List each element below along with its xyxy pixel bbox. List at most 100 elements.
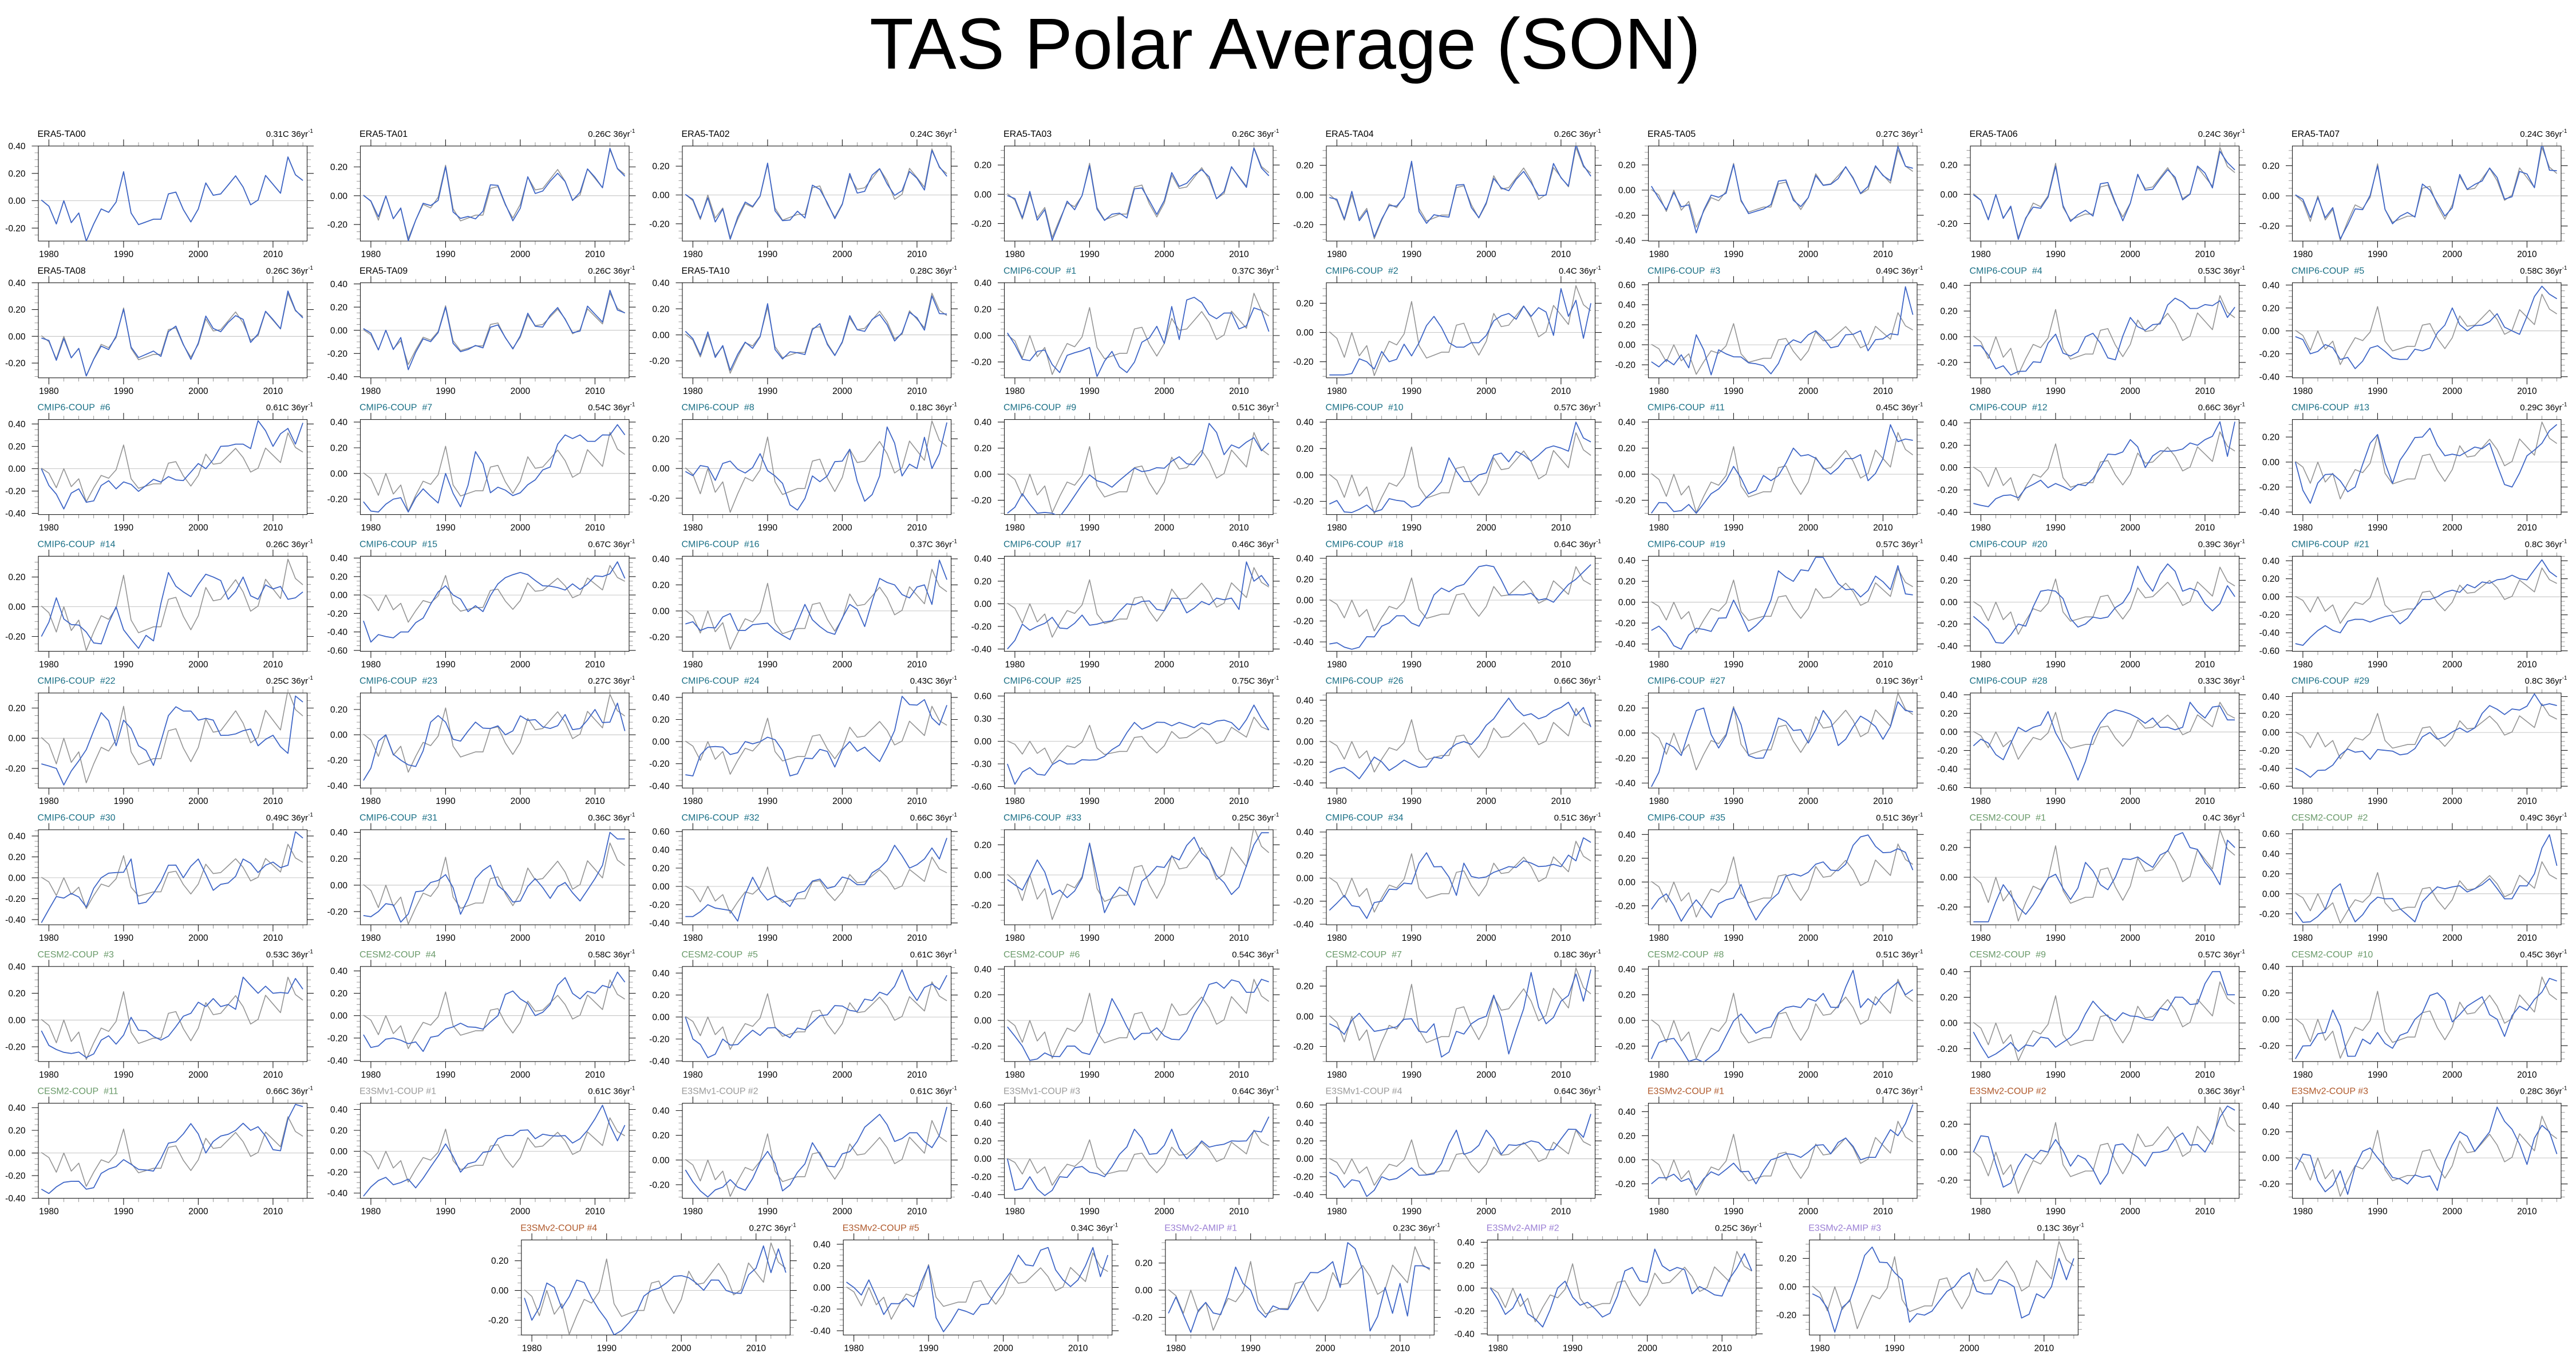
svg-text:2000: 2000 xyxy=(2443,387,2463,396)
svg-text:0.20: 0.20 xyxy=(8,169,26,179)
svg-text:-0.20: -0.20 xyxy=(649,1180,670,1190)
svg-text:2010: 2010 xyxy=(2517,1207,2537,1217)
svg-text:-0.20: -0.20 xyxy=(649,1035,670,1044)
svg-text:-0.20: -0.20 xyxy=(1937,1176,1958,1185)
svg-text:0.40: 0.40 xyxy=(2262,1102,2280,1111)
svg-text:0.20: 0.20 xyxy=(652,1131,670,1141)
svg-text:0.40: 0.40 xyxy=(330,828,348,838)
svg-text:0.27C 36yr-1: 0.27C 36yr-1 xyxy=(1876,128,1923,139)
svg-text:1980: 1980 xyxy=(1649,933,1669,943)
svg-text:0.00: 0.00 xyxy=(330,1011,348,1021)
svg-text:1980: 1980 xyxy=(1005,1070,1025,1080)
svg-text:2000: 2000 xyxy=(2443,933,2463,943)
svg-text:2010: 2010 xyxy=(2517,250,2537,259)
svg-text:2010: 2010 xyxy=(1229,660,1249,669)
svg-text:-0.40: -0.40 xyxy=(327,781,348,791)
svg-text:2010: 2010 xyxy=(263,797,283,806)
svg-text:-0.40: -0.40 xyxy=(649,1056,670,1066)
svg-text:2010: 2010 xyxy=(585,523,605,533)
svg-text:2010: 2010 xyxy=(2195,660,2215,669)
svg-text:0.00: 0.00 xyxy=(8,873,26,883)
svg-text:CMIP6-COUP #3: CMIP6-COUP #3 xyxy=(1647,266,1720,276)
svg-text:0.00: 0.00 xyxy=(2262,728,2280,738)
svg-text:-0.40: -0.40 xyxy=(327,372,348,382)
svg-text:1990: 1990 xyxy=(758,1070,778,1080)
svg-text:0.26C 36yr-1: 0.26C 36yr-1 xyxy=(1232,128,1279,139)
svg-text:0.40: 0.40 xyxy=(8,142,26,152)
svg-text:-0.20: -0.20 xyxy=(2259,746,2280,756)
svg-text:CESM2-COUP #10: CESM2-COUP #10 xyxy=(2291,950,2373,960)
svg-text:2000: 2000 xyxy=(993,1343,1013,1353)
svg-text:1980: 1980 xyxy=(39,387,59,396)
svg-text:2010: 2010 xyxy=(585,1207,605,1217)
svg-text:2000: 2000 xyxy=(832,523,852,533)
svg-text:0.60: 0.60 xyxy=(1296,1101,1314,1110)
svg-text:CMIP6-COUP #16: CMIP6-COUP #16 xyxy=(682,539,760,549)
svg-text:2010: 2010 xyxy=(1551,797,1571,806)
svg-text:0.20: 0.20 xyxy=(974,305,992,314)
svg-text:-0.20: -0.20 xyxy=(5,1043,26,1052)
svg-text:0.00: 0.00 xyxy=(8,1149,26,1158)
svg-text:0.20: 0.20 xyxy=(8,442,26,452)
svg-text:0.00: 0.00 xyxy=(8,464,26,474)
svg-text:0.20: 0.20 xyxy=(1618,854,1636,864)
svg-text:1980: 1980 xyxy=(39,933,59,943)
svg-text:1990: 1990 xyxy=(2046,387,2066,396)
svg-text:1980: 1980 xyxy=(683,523,703,533)
svg-text:0.40: 0.40 xyxy=(2262,849,2280,859)
svg-text:CESM2-COUP #3: CESM2-COUP #3 xyxy=(38,950,114,960)
svg-text:0.66C 36yr-1: 0.66C 36yr-1 xyxy=(266,1086,314,1097)
svg-text:CMIP6-COUP #27: CMIP6-COUP #27 xyxy=(1647,676,1725,686)
svg-text:1990: 1990 xyxy=(596,1343,617,1353)
svg-text:0.20: 0.20 xyxy=(974,841,992,850)
svg-text:0.20: 0.20 xyxy=(1618,444,1636,454)
svg-text:1990: 1990 xyxy=(1240,1343,1261,1353)
svg-text:E3SMv2-AMIP #2: E3SMv2-AMIP #2 xyxy=(1487,1223,1559,1233)
svg-text:2000: 2000 xyxy=(1476,523,1496,533)
svg-text:-0.20: -0.20 xyxy=(1615,496,1636,506)
svg-text:1980: 1980 xyxy=(39,797,59,806)
svg-text:0.00: 0.00 xyxy=(974,190,992,200)
svg-text:0.20: 0.20 xyxy=(1296,1137,1314,1146)
svg-text:0.20: 0.20 xyxy=(974,444,992,454)
svg-text:2000: 2000 xyxy=(1799,933,1819,943)
svg-text:1980: 1980 xyxy=(1649,1207,1669,1217)
svg-text:1980: 1980 xyxy=(683,797,703,806)
svg-text:2010: 2010 xyxy=(585,1070,605,1080)
svg-text:0.20: 0.20 xyxy=(1296,851,1314,861)
svg-text:1980: 1980 xyxy=(683,387,703,396)
svg-text:0.64C 36yr-1: 0.64C 36yr-1 xyxy=(1554,538,1602,549)
svg-text:1990: 1990 xyxy=(1080,387,1100,396)
svg-text:2010: 2010 xyxy=(907,797,927,806)
svg-text:-0.20: -0.20 xyxy=(1615,1042,1636,1051)
svg-text:0.75C 36yr-1: 0.75C 36yr-1 xyxy=(1232,675,1279,686)
svg-text:CMIP6-COUP #2: CMIP6-COUP #2 xyxy=(1326,266,1398,276)
svg-text:0.00: 0.00 xyxy=(1940,190,1958,200)
svg-text:2010: 2010 xyxy=(1551,523,1571,533)
svg-text:0.00: 0.00 xyxy=(330,191,348,201)
svg-text:0.49C 36yr-1: 0.49C 36yr-1 xyxy=(2520,812,2567,823)
svg-text:1990: 1990 xyxy=(1724,1070,1744,1080)
svg-text:0.40: 0.40 xyxy=(330,418,348,428)
svg-text:ERA5-TA04: ERA5-TA04 xyxy=(1326,129,1374,139)
svg-text:2000: 2000 xyxy=(188,660,208,669)
svg-text:-0.20: -0.20 xyxy=(2259,222,2280,231)
svg-text:CMIP6-COUP #10: CMIP6-COUP #10 xyxy=(1326,403,1404,413)
svg-text:-0.20: -0.20 xyxy=(649,219,670,229)
svg-text:0.00: 0.00 xyxy=(652,330,670,340)
svg-text:2010: 2010 xyxy=(1873,1207,1893,1217)
svg-text:0.20: 0.20 xyxy=(330,163,348,172)
svg-text:0.45C 36yr-1: 0.45C 36yr-1 xyxy=(1876,402,1923,413)
svg-text:0.40: 0.40 xyxy=(974,418,992,428)
svg-text:1980: 1980 xyxy=(1327,1070,1347,1080)
svg-text:1980: 1980 xyxy=(1971,1070,1991,1080)
svg-text:2000: 2000 xyxy=(2443,250,2463,259)
svg-text:-0.20: -0.20 xyxy=(1615,1180,1636,1189)
svg-text:0.20: 0.20 xyxy=(2262,988,2280,998)
svg-text:CMIP6-COUP #17: CMIP6-COUP #17 xyxy=(1003,539,1081,549)
svg-text:0.43C 36yr-1: 0.43C 36yr-1 xyxy=(910,675,958,686)
svg-text:CMIP6-COUP #13: CMIP6-COUP #13 xyxy=(2291,403,2369,413)
svg-text:0.20: 0.20 xyxy=(330,854,348,864)
svg-text:2000: 2000 xyxy=(832,250,852,259)
svg-text:2000: 2000 xyxy=(2120,933,2140,943)
